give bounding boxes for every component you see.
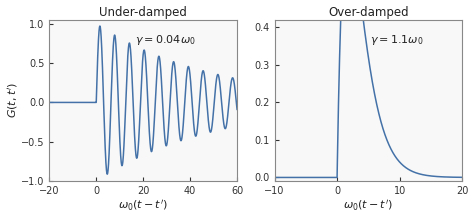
Text: $\gamma = 0.04\omega_0$: $\gamma = 0.04\omega_0$ [136,33,196,47]
Title: Over-damped: Over-damped [328,5,409,19]
Title: Under-damped: Under-damped [99,5,187,19]
X-axis label: $\omega_0(t - t')$: $\omega_0(t - t')$ [344,199,393,214]
X-axis label: $\omega_0(t - t')$: $\omega_0(t - t')$ [118,199,168,214]
Y-axis label: $G(t, t')$: $G(t, t')$ [6,82,19,118]
Text: $\gamma = 1.1\omega_0$: $\gamma = 1.1\omega_0$ [370,33,423,47]
